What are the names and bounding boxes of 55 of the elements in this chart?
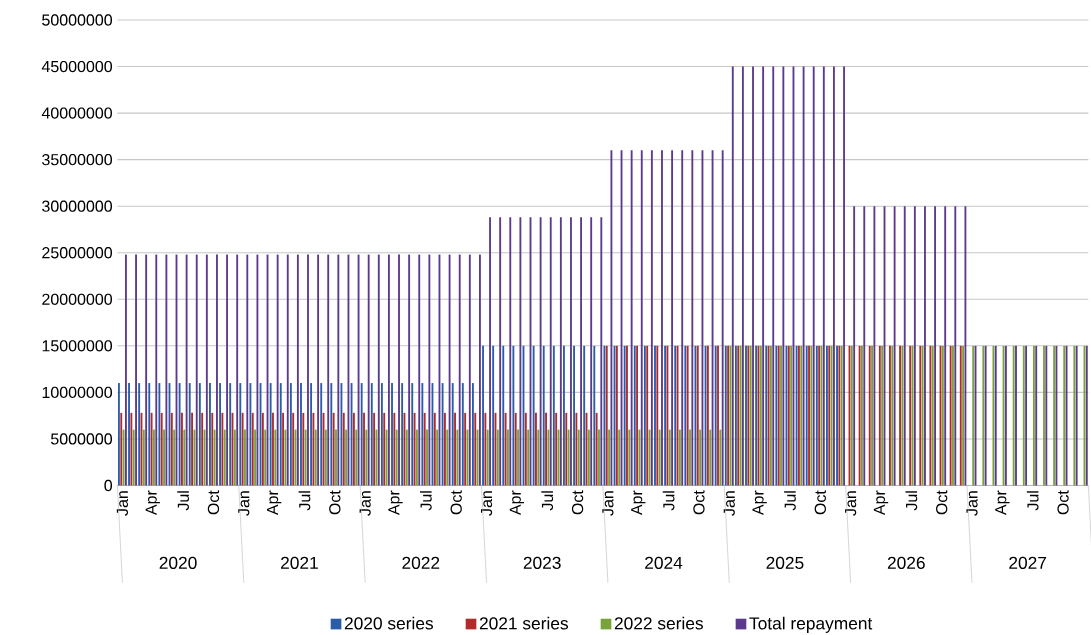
x-tick-label: Jul bbox=[662, 491, 675, 511]
x-tick-label: Oct bbox=[329, 490, 341, 515]
legend-label: 2022 series bbox=[614, 616, 703, 630]
x-tick-label: Oct bbox=[1057, 490, 1069, 515]
text: 2026 bbox=[887, 556, 925, 570]
y-tick-label: 5000000 bbox=[51, 433, 113, 445]
x-tick-label: Jan bbox=[238, 491, 250, 516]
x-tick-label: Apr bbox=[752, 490, 767, 516]
x-tick-label: Apr bbox=[266, 490, 282, 516]
y-tick-label: 10000000 bbox=[42, 386, 113, 399]
legend-label: Total repayment bbox=[749, 616, 873, 633]
x-tick-label: Jan bbox=[602, 491, 614, 516]
y-tick-label: 20000000 bbox=[42, 293, 113, 306]
y-tick-label: 45000000 bbox=[41, 60, 113, 73]
text: 2023 bbox=[523, 556, 561, 570]
legend-label: 2020 series bbox=[344, 616, 434, 630]
y-tick-label: 40000000 bbox=[41, 107, 113, 119]
x-tick-label: Oct bbox=[450, 490, 462, 515]
x-tick-label: Oct bbox=[693, 490, 705, 515]
x-tick-label: Apr bbox=[995, 490, 1010, 516]
x-tick-label: Jul bbox=[784, 491, 796, 511]
x-tick-label: Jan bbox=[480, 491, 493, 516]
text: 2024 bbox=[645, 556, 683, 570]
x-tick-label: Apr bbox=[145, 490, 160, 516]
x-tick-label: Apr bbox=[509, 490, 525, 516]
x-tick-label: Jan bbox=[359, 491, 371, 516]
y-tick-label: 0 bbox=[104, 479, 113, 492]
x-tick-label: Oct bbox=[936, 490, 948, 515]
text: 2020 bbox=[159, 556, 197, 570]
x-tick-label: Jul bbox=[905, 491, 918, 511]
x-tick-label: Jul bbox=[177, 491, 189, 511]
y-tick-label: 15000000 bbox=[42, 340, 113, 352]
y-tick-label: 35000000 bbox=[42, 154, 113, 166]
y-tick-label: 25000000 bbox=[42, 247, 113, 259]
text: 2021 bbox=[281, 556, 318, 570]
x-tick-label: Jan bbox=[845, 491, 857, 516]
text: 2022 bbox=[402, 556, 440, 570]
x-tick-label: Oct bbox=[571, 490, 584, 515]
x-tick-label: Jan bbox=[116, 491, 128, 516]
x-tick-label: Oct bbox=[814, 490, 826, 515]
x-tick-label: Jan bbox=[966, 491, 978, 516]
x-tick-label: Jul bbox=[541, 491, 554, 511]
x-tick-label: Apr bbox=[388, 490, 403, 516]
x-tick-label: Jul bbox=[298, 491, 311, 511]
x-tick-label: Jul bbox=[1026, 491, 1039, 511]
x-tick-label: Oct bbox=[207, 490, 220, 515]
text: 2027 bbox=[1009, 556, 1047, 570]
text: 2025 bbox=[766, 556, 804, 570]
x-tick-label: Apr bbox=[873, 490, 889, 516]
x-tick-label: Jan bbox=[723, 491, 735, 516]
y-tick-label: 50000000 bbox=[42, 14, 113, 26]
legend-label: 2021 series bbox=[479, 616, 569, 630]
y-tick-label: 30000000 bbox=[42, 200, 113, 212]
x-tick-label: Jul bbox=[419, 491, 432, 511]
x-tick-label: Apr bbox=[631, 490, 646, 516]
